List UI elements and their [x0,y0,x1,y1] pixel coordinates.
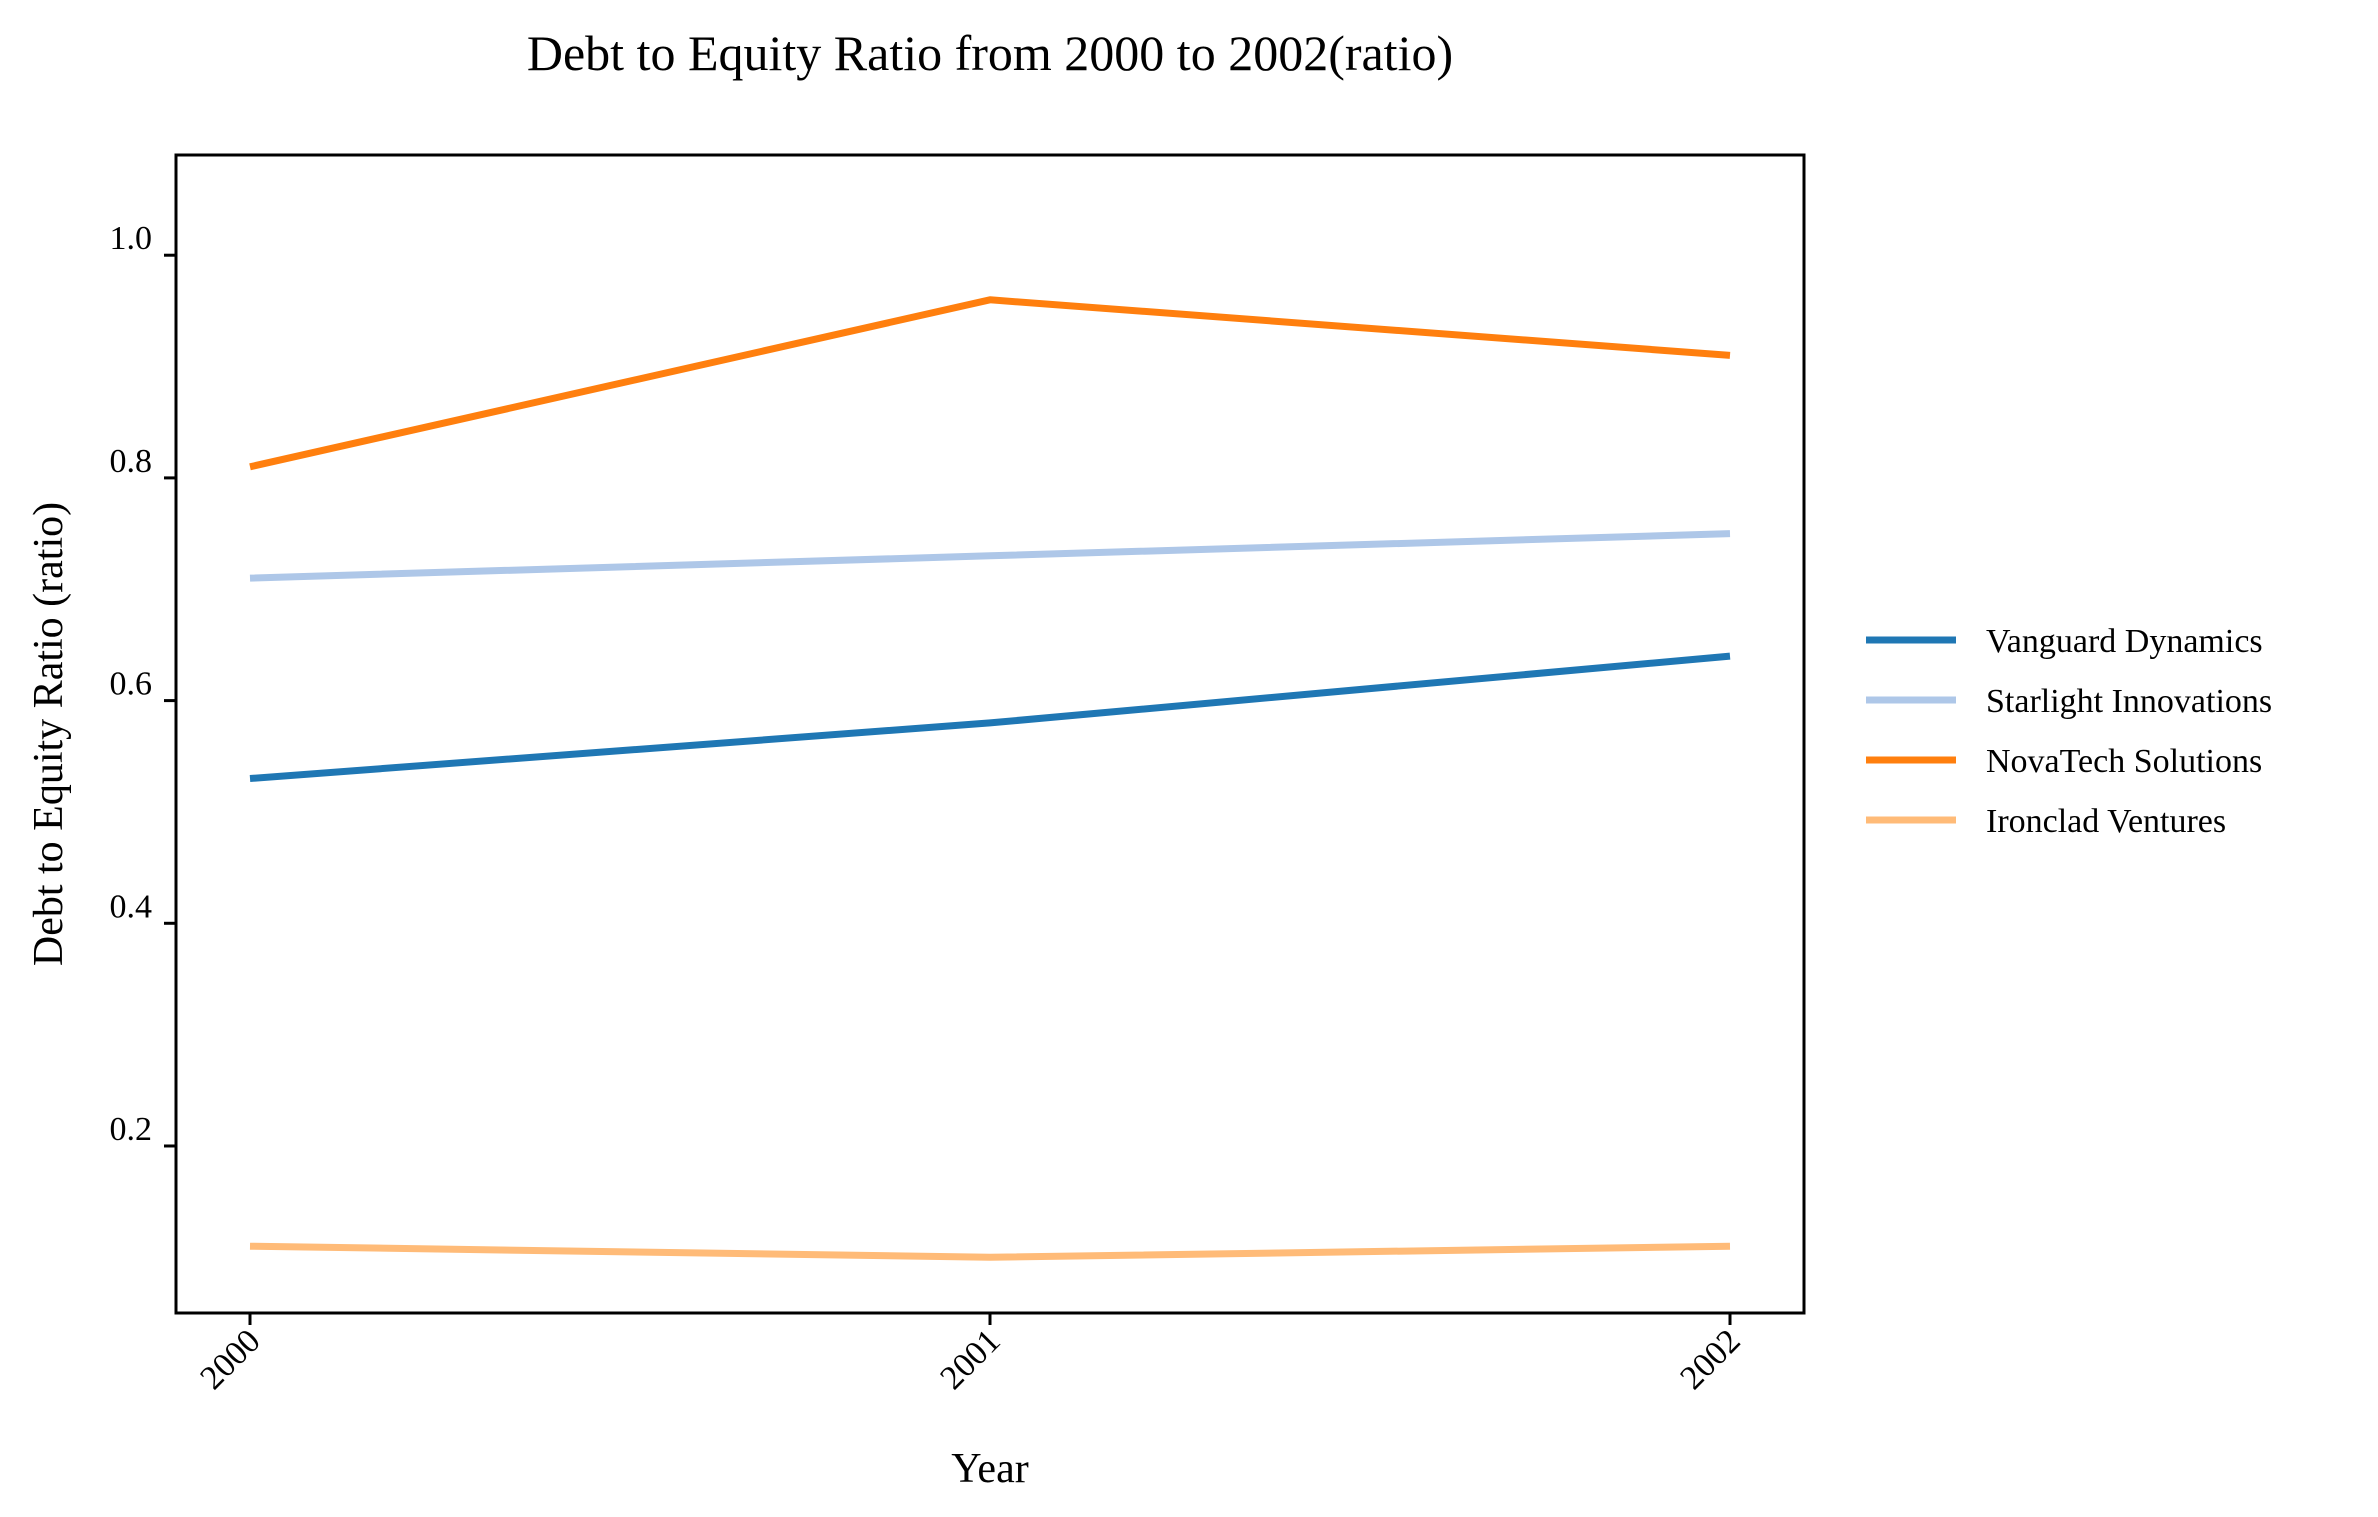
legend-entry-label: Vanguard Dynamics [1986,623,2263,660]
legend: Vanguard Dynamics Starlight Innovations No… [1866,623,2272,840]
y-tick-label: 0.2 [110,1111,153,1148]
chart-title: Debt to Equity Ratio from 2000 to 2002(r… [527,25,1453,81]
plot-area-frame [174,153,1806,1315]
series-line-0 [249,652,1731,782]
y-tick-label: 0.4 [110,888,153,925]
x-tick-label: 2000 [193,1322,267,1396]
series-lines [249,296,1731,1261]
x-tick-label: 2002 [1673,1322,1747,1396]
series-line-1 [249,530,1731,582]
legend-entry-label: Starlight Innovations [1986,683,2272,720]
y-tick-label: 1.0 [110,220,153,257]
y-axis-label: Debt to Equity Ratio (ratio) [26,502,72,966]
x-tick-label: 2001 [933,1322,1007,1396]
y-axis: 0.2 0.4 0.6 0.8 1.0 [110,220,176,1148]
x-axis-label: Year [951,1446,1028,1492]
series-line-2 [249,296,1731,471]
x-axis: 2000 2001 2002 [193,1313,1748,1397]
y-tick-label: 0.8 [110,443,153,480]
series-line-3 [249,1242,1731,1261]
legend-entry-label: Ironclad Ventures [1986,803,2226,840]
legend-entry-label: NovaTech Solutions [1986,743,2262,780]
y-tick-label: 0.6 [110,666,153,703]
